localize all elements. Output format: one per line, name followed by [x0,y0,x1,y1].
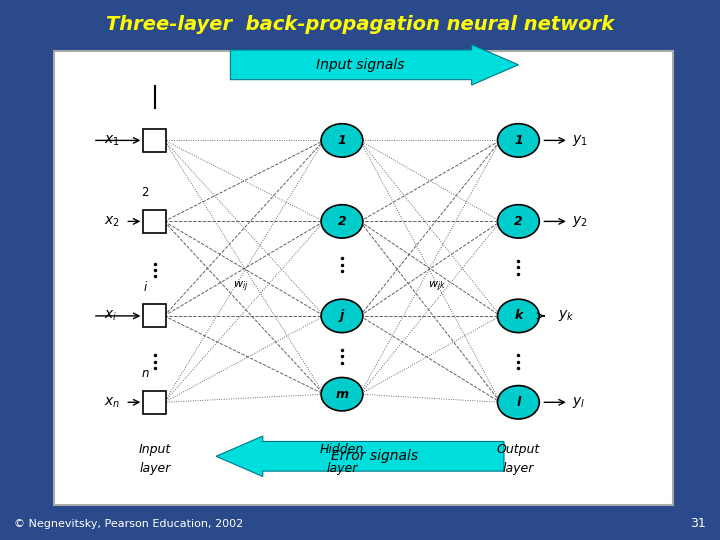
Text: $x_i$: $x_i$ [104,309,117,323]
Ellipse shape [498,124,539,157]
Text: j: j [340,309,344,322]
Text: $w_{ij}$: $w_{ij}$ [233,280,249,294]
Text: m: m [336,388,348,401]
Bar [143,129,166,152]
Text: 2: 2 [514,215,523,228]
Text: $2$: $2$ [141,186,150,199]
Text: 1: 1 [338,134,346,147]
Text: l: l [516,396,521,409]
Bar [143,391,166,414]
Ellipse shape [321,377,363,411]
Text: Output: Output [497,443,540,456]
Text: k: k [514,309,523,322]
Ellipse shape [498,299,539,333]
Bar [143,305,166,327]
Text: 2: 2 [338,215,346,228]
Text: $x_1$: $x_1$ [104,133,120,147]
Text: $y_l$: $y_l$ [572,395,585,410]
Text: $n$: $n$ [141,367,150,380]
Text: Input signals: Input signals [316,58,404,72]
FancyArrow shape [230,45,518,85]
Text: 31: 31 [690,517,706,530]
Text: layer: layer [139,462,171,475]
Bar [143,210,166,233]
Ellipse shape [321,205,363,238]
Text: Error signals: Error signals [330,449,418,463]
Ellipse shape [321,299,363,333]
Text: © Negnevitsky, Pearson Education, 2002: © Negnevitsky, Pearson Education, 2002 [14,519,243,529]
Text: layer: layer [326,462,358,475]
Text: $x_n$: $x_n$ [104,395,120,409]
Text: Hidden: Hidden [320,443,364,456]
Text: layer: layer [503,462,534,475]
FancyBboxPatch shape [54,51,673,505]
FancyArrow shape [216,436,504,477]
Text: $w_{jk}$: $w_{jk}$ [428,280,446,294]
Ellipse shape [321,124,363,157]
Text: Three-layer  back-propagation neural network: Three-layer back-propagation neural netw… [106,15,614,34]
Text: Input: Input [139,443,171,456]
Text: $y_2$: $y_2$ [572,214,588,229]
Text: 1: 1 [514,134,523,147]
Text: $x_2$: $x_2$ [104,214,120,228]
Ellipse shape [498,386,539,419]
Text: $y_1$: $y_1$ [572,133,588,148]
Ellipse shape [498,205,539,238]
Text: $i$: $i$ [143,280,148,294]
Text: $y_k$: $y_k$ [558,308,575,323]
